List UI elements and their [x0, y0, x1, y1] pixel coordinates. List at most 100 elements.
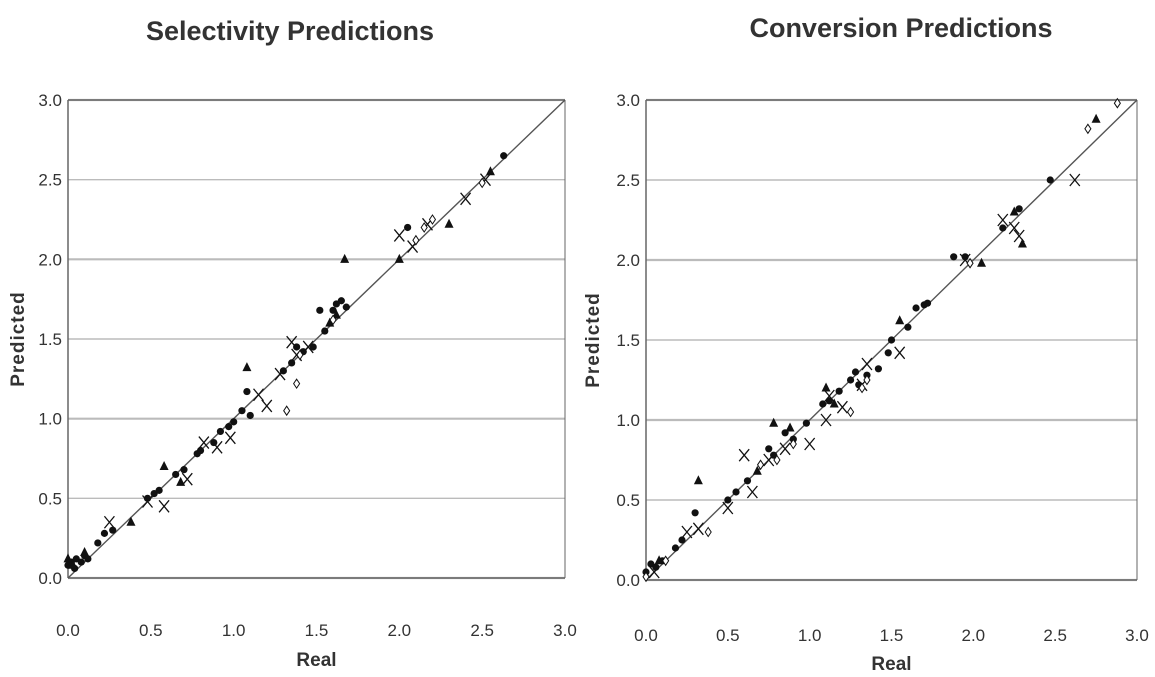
data-point-x	[997, 213, 1009, 227]
data-point-circle	[337, 297, 345, 305]
data-point-diamond	[662, 555, 670, 567]
data-point-x	[181, 472, 193, 486]
data-point-x	[393, 229, 405, 242]
y-tick-label: 3.0	[616, 91, 640, 110]
data-point-circle	[404, 223, 412, 232]
data-point-circle	[84, 555, 92, 563]
data-point-circle	[342, 303, 350, 311]
chart-title: Selectivity Predictions	[146, 16, 434, 46]
data-point-triangle	[821, 382, 831, 392]
data-point-x	[198, 436, 210, 449]
data-point-triangle	[654, 555, 664, 565]
data-point-diamond	[858, 382, 866, 394]
data-point-x	[158, 499, 170, 513]
data-point-x	[274, 367, 286, 381]
data-point-circle	[904, 323, 912, 331]
data-point-triangle	[340, 253, 350, 263]
data-point-circle	[316, 306, 324, 314]
data-point-circle	[309, 343, 317, 351]
data-point-triangle	[769, 417, 779, 427]
selectivity-chart-svg: Selectivity Predictions 0.0 0.5 1.0 1.5 2.0 2.…	[8, 16, 577, 671]
data-point-x	[1069, 173, 1081, 187]
data-point-diamond	[1084, 123, 1092, 135]
data-point-triangle	[325, 317, 335, 327]
data-point-x	[211, 440, 223, 454]
data-point-diamond	[420, 222, 428, 233]
data-point-circle	[246, 411, 254, 420]
data-point-x	[253, 388, 265, 402]
x-tick-label: 0.0	[634, 626, 658, 645]
data-point-triangle	[1009, 206, 1019, 216]
data-point-x	[746, 485, 758, 499]
data-point-circle	[846, 376, 855, 384]
x-tick-label: 1.5	[880, 626, 904, 645]
data-point-circle	[288, 359, 296, 367]
data-point-diamond	[329, 314, 337, 326]
y-tick-label: 0.5	[38, 489, 62, 508]
data-point-diamond	[773, 454, 781, 466]
data-point-x	[823, 389, 835, 403]
data-point-circle	[216, 427, 225, 436]
data-point-x	[286, 335, 298, 349]
y-tick-label: 1.5	[616, 331, 640, 350]
data-point-circle	[874, 365, 883, 373]
data-point-diamond	[846, 406, 855, 418]
data-point-x	[804, 437, 816, 451]
data-point-circle	[851, 368, 860, 376]
data-point-x	[722, 501, 734, 515]
x-tick-label: 0.0	[56, 621, 80, 640]
y-tick-label: 2.5	[616, 171, 640, 190]
data-point-circle	[678, 536, 686, 544]
x-tick-label: 1.0	[222, 621, 246, 640]
data-point-circle	[1046, 176, 1054, 184]
y-tick-label: 0.0	[616, 571, 640, 590]
data-point-circle	[329, 306, 337, 314]
data-point-x	[763, 453, 775, 467]
data-point-diamond	[642, 571, 650, 583]
data-point-x	[142, 495, 154, 508]
data-point-x	[1008, 221, 1020, 235]
data-point-circle	[887, 336, 896, 344]
data-point-triangle	[752, 465, 762, 475]
data-point-triangle	[159, 460, 169, 470]
x-tick-label: 2.0	[962, 626, 986, 645]
data-point-triangle	[1091, 113, 1101, 123]
data-point-x	[1013, 229, 1025, 243]
data-point-diamond	[789, 438, 797, 450]
data-point-triangle	[63, 553, 73, 563]
data-point-x	[779, 442, 791, 456]
data-point-x	[836, 400, 848, 414]
data-point-triangle	[394, 253, 404, 263]
x-tick-label: 2.0	[388, 621, 412, 640]
data-point-circle	[230, 418, 238, 426]
x-tick-label: 2.5	[470, 621, 494, 640]
chart-title: Conversion Predictions	[749, 13, 1052, 43]
data-point-circle	[724, 496, 732, 504]
data-point-circle	[671, 544, 680, 552]
data-point-circle	[180, 466, 188, 474]
data-point-circle	[912, 304, 920, 312]
data-point-x	[894, 346, 906, 360]
y-tick-label: 2.5	[38, 171, 62, 190]
x-axis-title: Real	[296, 650, 336, 671]
conversion-chart: Conversion Predictions 0.0 0.5 1.0 1.5 2.0 2.5…	[577, 0, 1155, 677]
data-point-diamond	[704, 526, 712, 538]
data-point-x	[103, 515, 115, 529]
data-point-triangle	[785, 422, 795, 432]
data-point-x	[261, 399, 273, 413]
conversion-chart-svg: Conversion Predictions 0.0 0.5 1.0 1.5 2.0 2.5…	[583, 13, 1149, 675]
y-axis-title: Predicted	[583, 292, 604, 388]
data-point-x	[648, 565, 660, 579]
y-tick-label: 3.0	[38, 91, 62, 110]
data-point-circle	[155, 486, 163, 494]
data-point-diamond	[412, 234, 420, 246]
x-tick-label: 2.5	[1043, 626, 1067, 645]
x-axis-title: Real	[871, 654, 911, 675]
data-point-triangle	[829, 398, 839, 408]
y-tick-label: 1.0	[616, 411, 640, 430]
data-point-circle	[923, 299, 932, 307]
data-point-circle	[765, 445, 773, 453]
data-point-diamond	[293, 378, 301, 390]
x-tick-label: 0.5	[139, 621, 163, 640]
x-tick-label: 1.5	[305, 621, 329, 640]
